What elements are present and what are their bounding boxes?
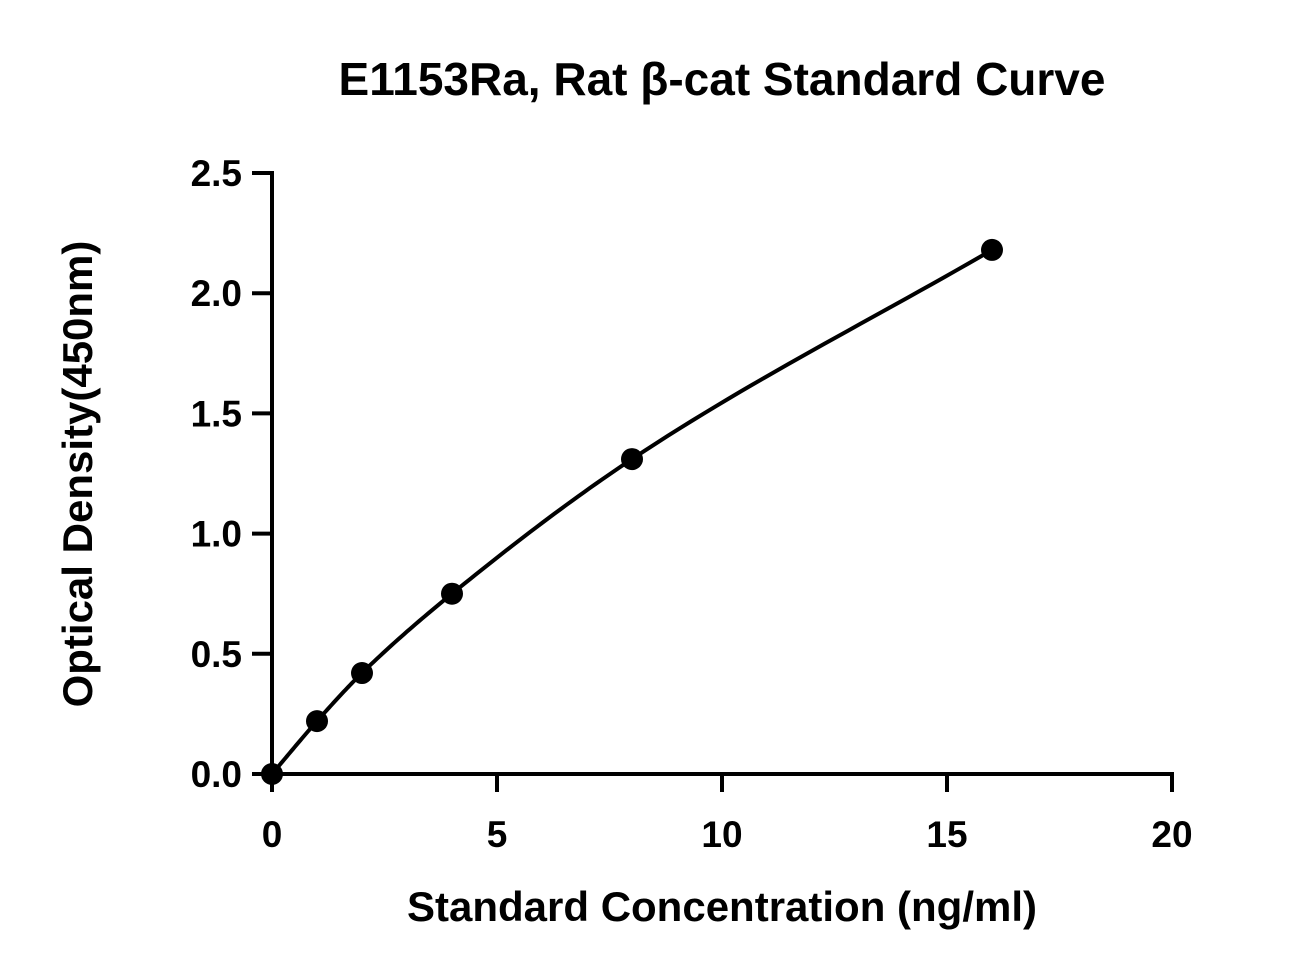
data-point xyxy=(621,448,643,471)
x-tick-label: 20 xyxy=(1151,814,1192,855)
data-point xyxy=(981,238,1003,261)
fit-curve-layer xyxy=(270,248,994,776)
y-tick-label: 2.0 xyxy=(191,273,242,314)
axes: 0 5 10 15 20 0.0 0.5 1.0 1.5 2.0 2.5 xyxy=(191,153,1193,855)
y-tick-label: 1.5 xyxy=(191,393,242,434)
x-tick-label: 5 xyxy=(487,814,508,855)
fit-curve xyxy=(270,248,994,776)
x-axis-label: Standard Concentration (ng/ml) xyxy=(407,883,1037,930)
data-point xyxy=(261,763,283,785)
data-point xyxy=(306,710,328,733)
data-point xyxy=(351,662,373,685)
x-tick-label: 0 xyxy=(262,814,283,855)
y-tick-label: 0.0 xyxy=(191,754,242,795)
data-points xyxy=(261,238,1003,785)
y-tick-label: 0.5 xyxy=(191,634,242,675)
data-point xyxy=(441,582,463,605)
x-tick-label: 10 xyxy=(701,814,742,855)
x-tick-label: 15 xyxy=(926,814,967,855)
y-axis-label: Optical Density(450nm) xyxy=(54,241,101,708)
chart-title: E1153Ra, Rat β-cat Standard Curve xyxy=(339,53,1106,105)
y-tick-label: 1.0 xyxy=(191,514,242,555)
y-tick-label: 2.5 xyxy=(191,153,242,194)
